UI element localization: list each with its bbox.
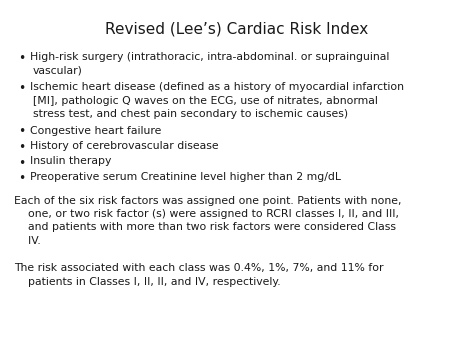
Text: •: • bbox=[18, 172, 25, 185]
Text: [MI], pathologic Q waves on the ECG, use of nitrates, abnormal: [MI], pathologic Q waves on the ECG, use… bbox=[33, 95, 378, 105]
Text: and patients with more than two risk factors were considered Class: and patients with more than two risk fac… bbox=[14, 223, 396, 233]
Text: Congestive heart failure: Congestive heart failure bbox=[30, 126, 161, 136]
Text: patients in Classes I, II, II, and IV, respectively.: patients in Classes I, II, II, and IV, r… bbox=[14, 277, 281, 287]
Text: •: • bbox=[18, 82, 25, 95]
Text: Ischemic heart disease (defined as a history of myocardial infarction: Ischemic heart disease (defined as a his… bbox=[30, 82, 404, 92]
Text: Each of the six risk factors was assigned one point. Patients with none,: Each of the six risk factors was assigne… bbox=[14, 196, 401, 206]
Text: Preoperative serum Creatinine level higher than 2 mg/dL: Preoperative serum Creatinine level high… bbox=[30, 172, 341, 182]
Text: Insulin therapy: Insulin therapy bbox=[30, 157, 111, 166]
Text: •: • bbox=[18, 157, 25, 169]
Text: •: • bbox=[18, 52, 25, 65]
Text: one, or two risk factor (s) were assigned to RCRI classes I, II, and III,: one, or two risk factor (s) were assigne… bbox=[14, 209, 399, 219]
Text: stress test, and chest pain secondary to ischemic causes): stress test, and chest pain secondary to… bbox=[33, 109, 348, 119]
Text: History of cerebrovascular disease: History of cerebrovascular disease bbox=[30, 141, 219, 151]
Text: •: • bbox=[18, 141, 25, 154]
Text: •: • bbox=[18, 126, 25, 138]
Text: The risk associated with each class was 0.4%, 1%, 7%, and 11% for: The risk associated with each class was … bbox=[14, 263, 383, 273]
Text: IV.: IV. bbox=[14, 236, 41, 246]
Text: High-risk surgery (intrathoracic, intra-abdominal. or suprainguinal: High-risk surgery (intrathoracic, intra-… bbox=[30, 52, 389, 62]
Text: Revised (Lee’s) Cardiac Risk Index: Revised (Lee’s) Cardiac Risk Index bbox=[105, 22, 369, 37]
Text: vascular): vascular) bbox=[33, 66, 83, 76]
